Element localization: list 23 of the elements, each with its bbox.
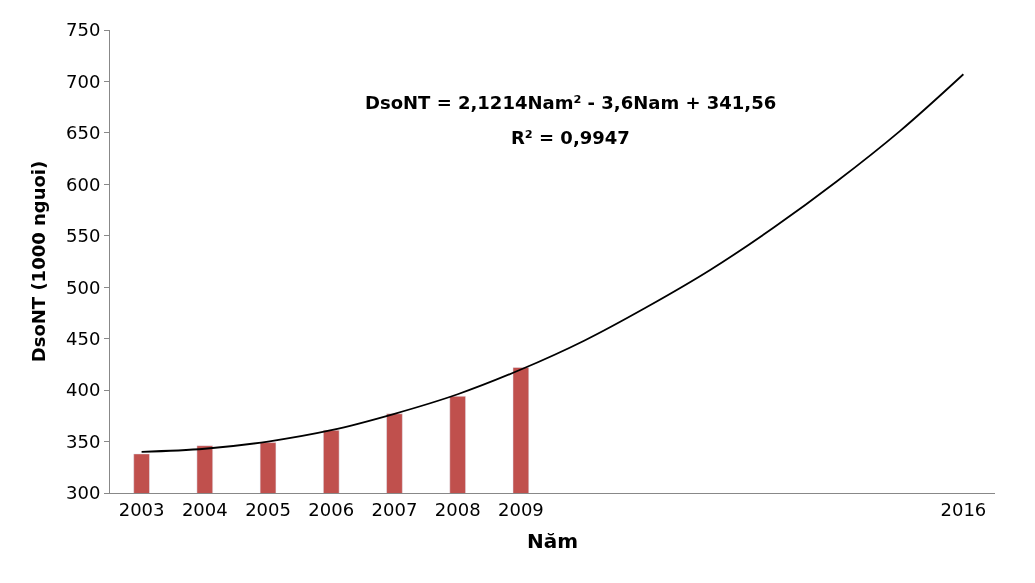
y-tick-label: 550 bbox=[66, 225, 101, 247]
x-tick-label: 2009 bbox=[497, 498, 544, 520]
annotation: DsoNT = 2,1214Nam² - 3,6Nam + 341,56 bbox=[365, 92, 777, 113]
x-axis-title: Năm bbox=[526, 529, 579, 554]
y-tick-label: 350 bbox=[66, 430, 101, 452]
y-tick-label: 300 bbox=[66, 482, 101, 504]
x-tick-label: 2008 bbox=[434, 498, 481, 520]
annotation: R² = 0,9947 bbox=[511, 127, 630, 148]
y-tick-label: 600 bbox=[66, 173, 101, 195]
y-tick-label: 700 bbox=[66, 70, 101, 92]
x-tick-label: 2005 bbox=[245, 498, 291, 520]
y-axis-title: DsoNT (1000 nguoi) bbox=[28, 160, 50, 363]
x-tick-label: 2016 bbox=[940, 498, 987, 520]
x-tick-label: 2007 bbox=[371, 498, 418, 520]
x-tick-label: 2003 bbox=[118, 498, 165, 520]
x-tick-label: 2004 bbox=[181, 498, 228, 520]
y-tick-label: 650 bbox=[66, 122, 101, 144]
y-tick-label: 500 bbox=[66, 276, 101, 298]
x-tick-label: 2006 bbox=[308, 498, 355, 520]
line-series bbox=[140, 73, 965, 453]
y-tick-label: 450 bbox=[66, 327, 101, 349]
y-tick-label: 400 bbox=[66, 379, 101, 401]
y-tick-label: 750 bbox=[66, 19, 101, 41]
